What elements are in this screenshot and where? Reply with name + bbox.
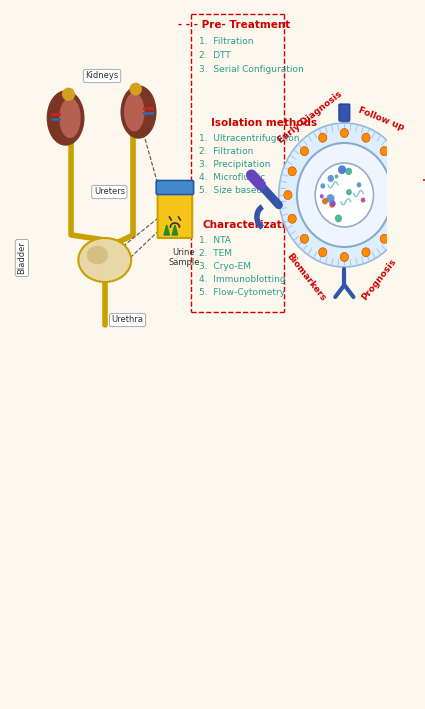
- Circle shape: [340, 252, 348, 262]
- Circle shape: [380, 235, 388, 243]
- Circle shape: [335, 215, 342, 223]
- Circle shape: [357, 182, 361, 187]
- Circle shape: [319, 133, 327, 143]
- Circle shape: [288, 214, 296, 223]
- Polygon shape: [164, 225, 170, 235]
- Text: Isolation methods: Isolation methods: [211, 118, 317, 128]
- Circle shape: [328, 175, 334, 182]
- Text: Urine
Sample: Urine Sample: [168, 248, 200, 267]
- Circle shape: [300, 235, 309, 243]
- Ellipse shape: [62, 89, 74, 100]
- Text: 1.  Ultracentrifugation: 1. Ultracentrifugation: [198, 134, 299, 143]
- Text: Follow up: Follow up: [357, 106, 405, 133]
- Text: Therapeutic reaction: Therapeutic reaction: [422, 150, 425, 250]
- Text: Prognosis: Prognosis: [360, 257, 398, 301]
- Circle shape: [338, 165, 346, 174]
- Text: Early Diagnosis: Early Diagnosis: [276, 89, 343, 145]
- Text: Biomarkers: Biomarkers: [285, 252, 327, 303]
- Ellipse shape: [125, 94, 144, 130]
- Circle shape: [326, 194, 334, 203]
- Circle shape: [288, 167, 296, 176]
- Circle shape: [392, 167, 401, 176]
- Circle shape: [362, 247, 370, 257]
- FancyBboxPatch shape: [339, 104, 350, 121]
- Circle shape: [320, 194, 324, 199]
- Text: 1.  NTA: 1. NTA: [198, 236, 230, 245]
- Circle shape: [279, 123, 410, 267]
- Ellipse shape: [88, 247, 108, 264]
- Ellipse shape: [130, 84, 141, 95]
- Circle shape: [329, 201, 335, 208]
- Circle shape: [284, 191, 292, 199]
- Text: 2.  DTT: 2. DTT: [198, 51, 230, 60]
- Ellipse shape: [47, 91, 84, 145]
- Text: Characterization: Characterization: [202, 220, 300, 230]
- Circle shape: [320, 183, 325, 189]
- Circle shape: [346, 168, 352, 175]
- Text: Ureters: Ureters: [94, 187, 125, 196]
- Circle shape: [330, 201, 336, 206]
- Circle shape: [300, 147, 309, 156]
- Text: 2.  Filtration: 2. Filtration: [198, 147, 253, 156]
- Circle shape: [315, 163, 374, 227]
- Circle shape: [392, 214, 401, 223]
- FancyBboxPatch shape: [158, 191, 192, 238]
- Circle shape: [297, 143, 392, 247]
- Text: 3.  Serial Configuration: 3. Serial Configuration: [198, 65, 303, 74]
- Text: Kidneys: Kidneys: [85, 72, 119, 81]
- FancyBboxPatch shape: [156, 181, 194, 194]
- Circle shape: [319, 247, 327, 257]
- Text: 4.  Immunoblotting: 4. Immunoblotting: [198, 275, 285, 284]
- Polygon shape: [172, 225, 178, 235]
- Circle shape: [340, 128, 348, 138]
- Text: Urethra: Urethra: [111, 316, 144, 325]
- Text: - - - Pre- Treatment: - - - Pre- Treatment: [178, 20, 290, 30]
- Ellipse shape: [78, 238, 131, 282]
- Circle shape: [346, 189, 352, 196]
- Circle shape: [380, 147, 388, 156]
- Ellipse shape: [121, 86, 156, 138]
- Text: 3.  Cryo-EM: 3. Cryo-EM: [198, 262, 251, 271]
- Text: 5.  Size based: 5. Size based: [198, 186, 262, 195]
- Text: Bladder: Bladder: [17, 242, 26, 274]
- Text: 5.  Flow-Cytometry: 5. Flow-Cytometry: [198, 288, 285, 297]
- Circle shape: [334, 174, 338, 179]
- Circle shape: [361, 198, 366, 203]
- Text: 4.  Microfluidic: 4. Microfluidic: [198, 173, 265, 182]
- Text: 2.  TEM: 2. TEM: [198, 249, 232, 258]
- Circle shape: [322, 198, 328, 204]
- Text: 1.  Filtration: 1. Filtration: [198, 37, 253, 46]
- Ellipse shape: [60, 99, 80, 138]
- Circle shape: [362, 133, 370, 143]
- Text: 3.  Precipitation: 3. Precipitation: [198, 160, 270, 169]
- Circle shape: [397, 191, 405, 199]
